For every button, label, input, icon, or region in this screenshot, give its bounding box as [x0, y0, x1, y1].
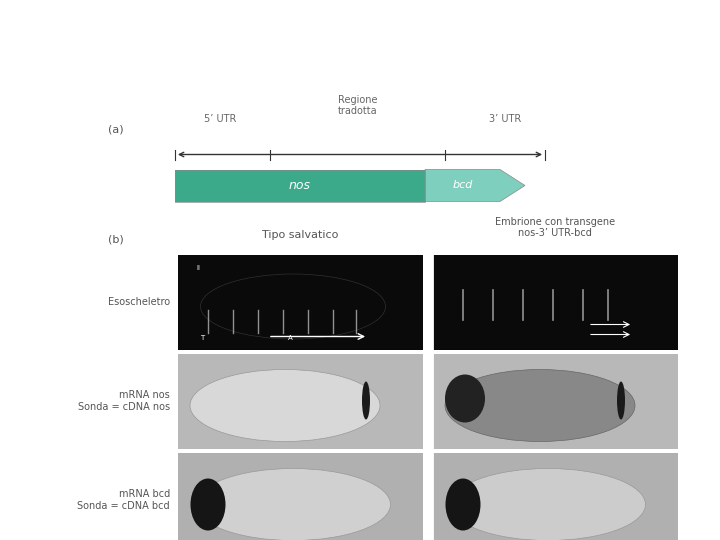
Ellipse shape — [446, 478, 480, 530]
Ellipse shape — [191, 478, 225, 530]
Text: 3’ UTR: 3’ UTR — [489, 114, 521, 125]
Ellipse shape — [196, 469, 390, 540]
Text: al  citoscheletro permette la localizzazione: al citoscheletro permette la localizzazi… — [41, 60, 679, 87]
Polygon shape — [425, 170, 525, 201]
Text: (a): (a) — [108, 125, 124, 134]
Text: bcd: bcd — [452, 180, 473, 191]
Text: (b): (b) — [108, 234, 124, 245]
FancyBboxPatch shape — [433, 254, 678, 349]
Text: mRNA nos
Sonda = cDNA nos: mRNA nos Sonda = cDNA nos — [78, 390, 170, 412]
Text: mRNA bcd
Sonda = cDNA bcd: mRNA bcd Sonda = cDNA bcd — [77, 489, 170, 511]
Ellipse shape — [617, 381, 625, 420]
Text: L’ancoraggio del 3’ UTR dell’mRNA: L’ancoraggio del 3’ UTR dell’mRNA — [104, 17, 616, 43]
Text: Embrione con transgene
nos-3’ UTR-bcd: Embrione con transgene nos-3’ UTR-bcd — [495, 217, 615, 238]
Text: Esoscheletro: Esoscheletro — [108, 297, 170, 307]
Ellipse shape — [445, 369, 635, 442]
Text: Regione
tradotta: Regione tradotta — [338, 95, 378, 117]
Text: II: II — [196, 265, 200, 271]
FancyBboxPatch shape — [178, 354, 423, 449]
Text: 5’ UTR: 5’ UTR — [204, 114, 236, 125]
Text: nos: nos — [289, 179, 311, 192]
Text: T: T — [200, 334, 204, 341]
FancyBboxPatch shape — [178, 254, 423, 349]
Text: A: A — [288, 334, 293, 341]
Ellipse shape — [190, 369, 380, 442]
FancyBboxPatch shape — [433, 453, 678, 540]
FancyBboxPatch shape — [433, 354, 678, 449]
Ellipse shape — [451, 469, 646, 540]
Text: Tipo salvatico: Tipo salvatico — [262, 230, 338, 240]
Ellipse shape — [362, 381, 370, 420]
Ellipse shape — [445, 375, 485, 422]
FancyBboxPatch shape — [175, 170, 425, 201]
FancyBboxPatch shape — [178, 453, 423, 540]
